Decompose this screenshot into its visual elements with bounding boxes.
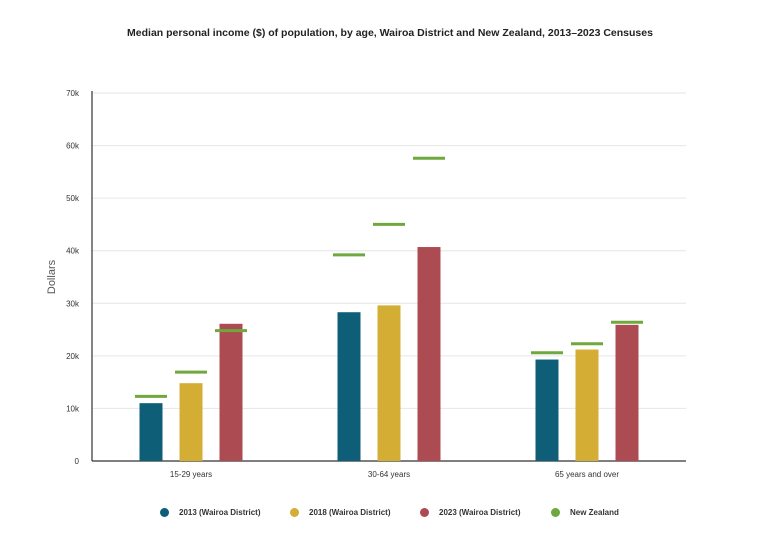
y-tick-label: 0 bbox=[75, 457, 80, 466]
legend-label: New Zealand bbox=[570, 508, 619, 517]
legend-label: 2023 (Wairoa District) bbox=[439, 508, 521, 517]
y-tick-label: 70k bbox=[66, 89, 80, 98]
legend-item: 2023 (Wairoa District) bbox=[420, 508, 521, 517]
x-tick-label: 65 years and over bbox=[555, 470, 619, 479]
bar bbox=[179, 383, 203, 461]
chart-title: Median personal income ($) of population… bbox=[127, 27, 653, 39]
bar bbox=[219, 323, 243, 461]
bar bbox=[535, 359, 559, 461]
legend-dot-icon bbox=[551, 508, 560, 517]
legend-item: 2013 (Wairoa District) bbox=[160, 508, 261, 517]
y-tick-label: 30k bbox=[66, 299, 80, 308]
bar bbox=[337, 312, 361, 461]
y-tick-label: 20k bbox=[66, 352, 80, 361]
bar bbox=[615, 324, 639, 461]
chart-legend: 2013 (Wairoa District) 2018 (Wairoa Distr… bbox=[0, 508, 780, 524]
y-axis-title: Dollars bbox=[46, 259, 58, 294]
y-tick-label: 40k bbox=[66, 247, 80, 256]
y-tick-label: 60k bbox=[66, 142, 80, 151]
legend-item: 2018 (Wairoa District) bbox=[290, 508, 391, 517]
legend-dot-icon bbox=[290, 508, 299, 517]
bar bbox=[139, 403, 163, 461]
legend-label: 2013 (Wairoa District) bbox=[179, 508, 261, 517]
legend-label: 2018 (Wairoa District) bbox=[309, 508, 391, 517]
y-tick-label: 10k bbox=[66, 404, 80, 413]
bar bbox=[575, 349, 599, 461]
legend-item: New Zealand bbox=[551, 508, 619, 517]
x-tick-label: 30-64 years bbox=[368, 470, 410, 479]
legend-dot-icon bbox=[420, 508, 429, 517]
x-tick-label: 15-29 years bbox=[170, 470, 212, 479]
y-tick-label: 50k bbox=[66, 194, 80, 203]
legend-dot-icon bbox=[160, 508, 169, 517]
bar bbox=[417, 247, 441, 461]
bar bbox=[377, 305, 401, 461]
